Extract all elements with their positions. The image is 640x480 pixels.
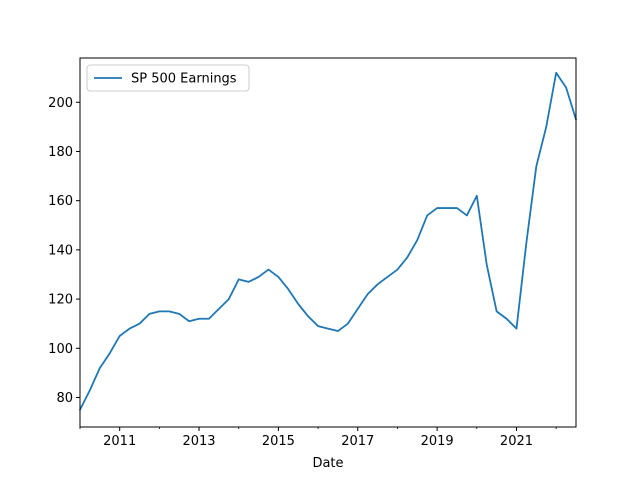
data-point <box>436 207 438 209</box>
data-point <box>505 318 508 320</box>
data-point <box>426 214 428 217</box>
legend-box <box>86 64 250 92</box>
data-point <box>406 256 408 258</box>
data-point <box>555 72 557 74</box>
data-point <box>89 389 91 391</box>
y-axis: 80 100 120 140 160 180 200 <box>48 96 80 406</box>
data-point <box>317 325 319 327</box>
data-point <box>347 323 349 325</box>
data-point <box>218 308 220 310</box>
legend-label: SP 500 Earnings <box>131 72 237 87</box>
data-point <box>158 310 160 312</box>
data-point <box>119 335 121 337</box>
x-axis: 2011 2013 2015 2017 2019 2021 <box>79 427 557 449</box>
data-point <box>337 330 339 332</box>
series-layer <box>79 71 577 411</box>
y-tick-label: 200 <box>48 96 73 111</box>
data-point <box>396 268 399 271</box>
data-point <box>515 328 518 330</box>
data-point <box>208 318 210 320</box>
plot-frame <box>79 57 577 428</box>
data-point <box>476 195 478 197</box>
y-tick-label: 120 <box>48 293 73 308</box>
data-point <box>99 367 101 369</box>
data-point <box>188 320 190 322</box>
data-point <box>496 310 498 312</box>
data-point <box>138 323 141 325</box>
data-point <box>109 352 111 354</box>
plot-area <box>80 58 576 427</box>
data-point <box>267 268 270 271</box>
y-tick-label: 160 <box>48 194 73 209</box>
data-point <box>545 126 547 128</box>
data-point <box>297 303 299 305</box>
data-point <box>565 86 567 89</box>
x-axis-title: Date <box>312 456 343 471</box>
x-tick-label: 2017 <box>341 434 374 449</box>
data-point <box>198 318 200 320</box>
data-point <box>367 293 369 295</box>
data-point <box>386 276 389 278</box>
x-tick-label: 2011 <box>103 434 136 449</box>
y-tick-label: 80 <box>56 391 73 406</box>
x-tick-label: 2019 <box>421 434 454 449</box>
data-point <box>535 165 537 167</box>
data-point <box>238 278 240 280</box>
data-point <box>307 315 309 317</box>
data-point <box>168 310 170 312</box>
data-point <box>287 288 289 290</box>
y-tick-label: 100 <box>48 342 73 357</box>
data-point <box>327 328 329 330</box>
y-tick-label: 180 <box>48 145 73 160</box>
data-point <box>377 283 379 285</box>
data-point <box>248 281 250 283</box>
data-point <box>148 313 151 315</box>
axes-frame <box>79 57 577 428</box>
data-point <box>357 308 359 310</box>
legend: SP 500 Earnings <box>86 64 250 92</box>
x-tick-label: 2021 <box>500 434 533 449</box>
data-point <box>129 328 131 330</box>
data-point <box>456 207 458 209</box>
data-point <box>525 241 528 244</box>
data-point <box>257 276 260 278</box>
data-point <box>416 239 418 241</box>
data-point <box>446 207 448 209</box>
x-tick-label: 2013 <box>182 434 215 449</box>
data-point <box>228 298 230 300</box>
data-point <box>486 264 488 266</box>
data-point <box>277 276 279 278</box>
x-tick-label: 2015 <box>262 434 295 449</box>
data-point <box>178 313 180 315</box>
y-tick-label: 140 <box>48 243 73 258</box>
data-point <box>466 214 468 217</box>
